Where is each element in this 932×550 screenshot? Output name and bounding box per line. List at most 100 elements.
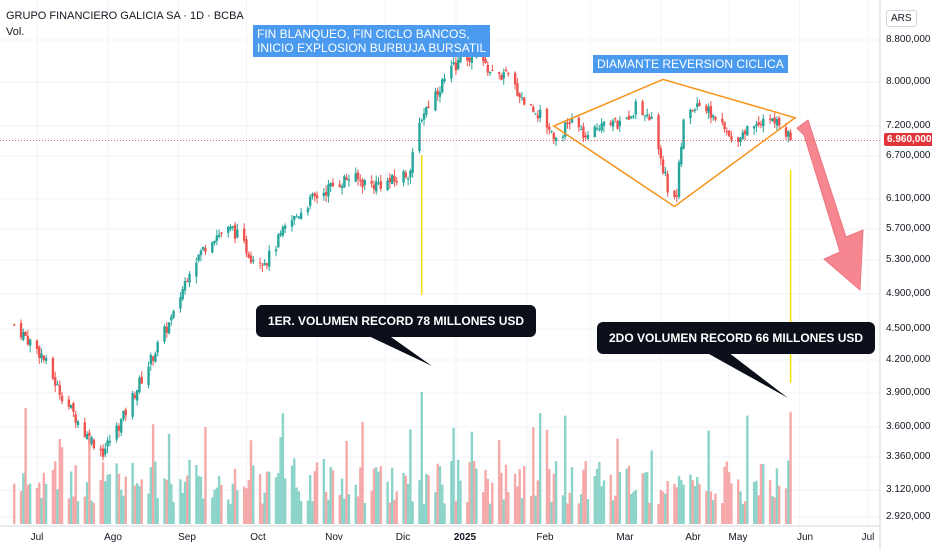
volume-bar [395, 491, 398, 524]
candle-body [538, 109, 542, 118]
candle-body [582, 126, 585, 138]
volume-bar [293, 458, 296, 524]
candle-body [548, 126, 551, 130]
candle-body [149, 354, 153, 365]
candle-body [106, 440, 109, 447]
volume-bar [775, 468, 779, 524]
volume-bar [664, 493, 667, 524]
volume-bar [92, 502, 96, 524]
volume-bar [787, 460, 790, 524]
candle-body [345, 177, 348, 181]
candle-body [436, 90, 439, 95]
y-tick-label: 2.920,000 [886, 511, 931, 522]
volume-bar [242, 486, 246, 524]
candle-body [104, 448, 107, 455]
candle-body [315, 195, 319, 199]
candle-body [497, 72, 501, 74]
candle-body [778, 117, 781, 126]
x-tick-label: Sep [178, 532, 196, 543]
volume-bar [737, 479, 740, 524]
candle-body [133, 394, 137, 399]
volume-bar [757, 495, 760, 524]
volume-bar [752, 482, 756, 524]
volume-bar [28, 483, 32, 524]
volume-bar [566, 503, 569, 524]
candle-body [491, 69, 494, 71]
candle-body [283, 225, 287, 229]
x-tick-label: Abr [685, 532, 701, 543]
volume-bar [420, 392, 423, 524]
volume-bar [456, 459, 460, 524]
candle-body [739, 137, 742, 143]
candle-body [183, 280, 187, 291]
volume-bar [19, 491, 23, 524]
candle-body [263, 263, 266, 265]
volume-bar [507, 492, 510, 524]
volume-bar [147, 493, 150, 524]
candle-body [484, 58, 487, 64]
volume-bar [13, 483, 16, 524]
volume-bar [784, 488, 788, 524]
volume-bar [579, 494, 583, 524]
candle-body [743, 130, 747, 135]
candle-body [689, 109, 692, 119]
candle-body [500, 75, 503, 81]
volume-bar [452, 427, 455, 524]
volume-bar [693, 486, 697, 524]
volume-bar [454, 500, 458, 524]
volume-bar [211, 497, 214, 524]
volume-bar [38, 482, 41, 524]
y-tick-label: 6.100,000 [886, 193, 931, 204]
candle-body [402, 171, 405, 183]
candle-body [204, 248, 207, 252]
volume-bar [26, 484, 30, 524]
y-tick-label: 3.600,000 [886, 421, 931, 432]
candle-body [520, 97, 524, 99]
candle-body [666, 173, 669, 193]
volume-bar [682, 484, 685, 524]
candle-body [274, 249, 278, 252]
candle-body [536, 115, 540, 119]
candle-body [131, 393, 134, 417]
candle-body [13, 324, 16, 326]
candle-body [643, 115, 647, 117]
candle-body [529, 104, 533, 106]
candle-body [627, 115, 631, 120]
candle-body [577, 117, 581, 128]
candle-body [309, 196, 312, 206]
candle-body [513, 72, 517, 85]
candle-body [593, 126, 596, 138]
candle-body [44, 357, 48, 361]
candle-body [227, 227, 230, 233]
y-tick-label: 4.500,000 [886, 323, 931, 334]
candle-body [361, 179, 364, 188]
volume-bar [76, 501, 80, 524]
candle-body [26, 336, 30, 345]
volume-bar [689, 474, 692, 524]
candle-body [696, 103, 699, 108]
volume-bar [324, 491, 328, 524]
volume-bar [630, 493, 633, 524]
candle-body [202, 246, 205, 250]
candle-body [252, 259, 255, 262]
volume-bar [363, 503, 367, 524]
volume-bar [252, 465, 255, 524]
candle-body [450, 65, 453, 79]
candle-body [117, 426, 121, 431]
volume-bar [491, 482, 494, 524]
volume-bar [120, 489, 123, 524]
candle-body [680, 146, 683, 165]
volume-bar [370, 490, 373, 524]
candle-body [420, 119, 423, 121]
currency-badge[interactable]: ARS [886, 10, 917, 27]
volume-bar [730, 483, 733, 524]
volume-bar [393, 499, 396, 524]
volume-bar [771, 496, 774, 524]
candle-body [211, 242, 214, 253]
volume-bar [696, 477, 699, 524]
volume-bar [347, 494, 351, 524]
candle-body [388, 178, 392, 183]
candle-body [507, 73, 510, 75]
volume-bar [661, 491, 665, 524]
